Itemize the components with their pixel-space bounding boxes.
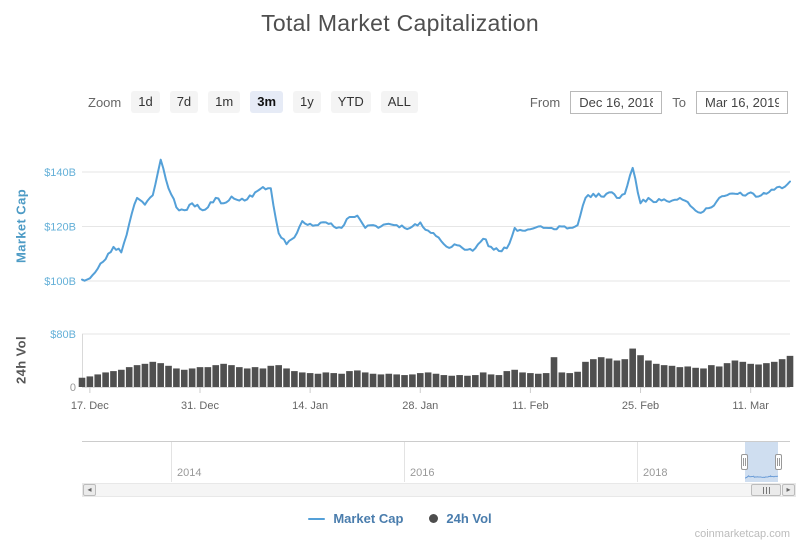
zoom-button-1d[interactable]: 1d [131, 91, 160, 113]
zoom-label: Zoom [88, 94, 122, 110]
zoom-button-ytd[interactable]: YTD [330, 91, 371, 113]
svg-text:25. Feb: 25. Feb [622, 400, 659, 412]
zoom-button-7d[interactable]: 7d [169, 91, 199, 113]
zoom-button-3m[interactable]: 3m [250, 91, 284, 113]
zoom-controls: Zoom 1d 7d 1m 3m 1y YTD ALL [88, 91, 418, 113]
from-label: From [529, 95, 561, 110]
legend-label: Market Cap [333, 511, 404, 526]
svg-text:11. Feb: 11. Feb [512, 400, 549, 412]
date-range-controls: From To [530, 91, 788, 114]
svg-text:28. Jan: 28. Jan [402, 400, 438, 412]
scrollbar-thumb[interactable] [751, 484, 781, 496]
svg-text:$80B: $80B [50, 329, 76, 341]
legend-item-market-cap[interactable]: Market Cap [308, 511, 403, 526]
navigator-handle-right[interactable] [775, 454, 782, 470]
zoom-button-all[interactable]: ALL [380, 91, 418, 113]
svg-text:$140B: $140B [44, 167, 76, 179]
svg-text:$120B: $120B [44, 222, 76, 234]
navigator-sparkline [745, 474, 778, 479]
navigator-track[interactable]: 2014 2016 2018 [82, 441, 790, 482]
to-date-input[interactable] [696, 91, 788, 114]
scrollbar-track[interactable]: ◂ ▸ [82, 483, 796, 497]
svg-text:17. Dec: 17. Dec [71, 400, 109, 412]
scrollbar-right-arrow-icon[interactable]: ▸ [782, 484, 795, 496]
chart-plot-area[interactable]: $140B $120B $100B $80B 0 17. Dec 31. Dec 14. Ja… [0, 0, 800, 430]
chart-legend: Market Cap 24h Vol [0, 511, 800, 526]
navigator-handle-left[interactable] [741, 454, 748, 470]
to-label: To [672, 95, 686, 110]
svg-text:14. Jan: 14. Jan [292, 400, 328, 412]
year-label: 2018 [643, 467, 668, 479]
from-date-input[interactable] [570, 91, 663, 114]
svg-text:0: 0 [70, 382, 76, 394]
year-gridline [637, 442, 638, 482]
navigator-selection[interactable] [741, 442, 782, 482]
year-label: 2016 [410, 467, 435, 479]
svg-text:31. Dec: 31. Dec [181, 400, 219, 412]
scrollbar-left-arrow-icon[interactable]: ◂ [83, 484, 96, 496]
year-gridline [171, 442, 172, 482]
volume-dot-marker-icon [429, 514, 439, 523]
market-cap-line-marker-icon [308, 517, 326, 520]
y-axis-title-24h-vol: 24h Vol [13, 335, 29, 385]
year-gridline [404, 442, 405, 482]
svg-text:11. Mar: 11. Mar [732, 400, 769, 412]
zoom-button-1y[interactable]: 1y [293, 91, 321, 113]
page-title: Total Market Capitalization [261, 10, 539, 36]
y-axis-title-market-cap: Market Cap [13, 188, 29, 264]
zoom-button-1m[interactable]: 1m [208, 91, 241, 113]
watermark: coinmarketcap.com [694, 528, 790, 540]
svg-text:$100B: $100B [44, 276, 76, 288]
year-label: 2014 [177, 467, 202, 479]
legend-label: 24h Vol [446, 511, 492, 526]
legend-item-24h-vol[interactable]: 24h Vol [429, 511, 492, 526]
